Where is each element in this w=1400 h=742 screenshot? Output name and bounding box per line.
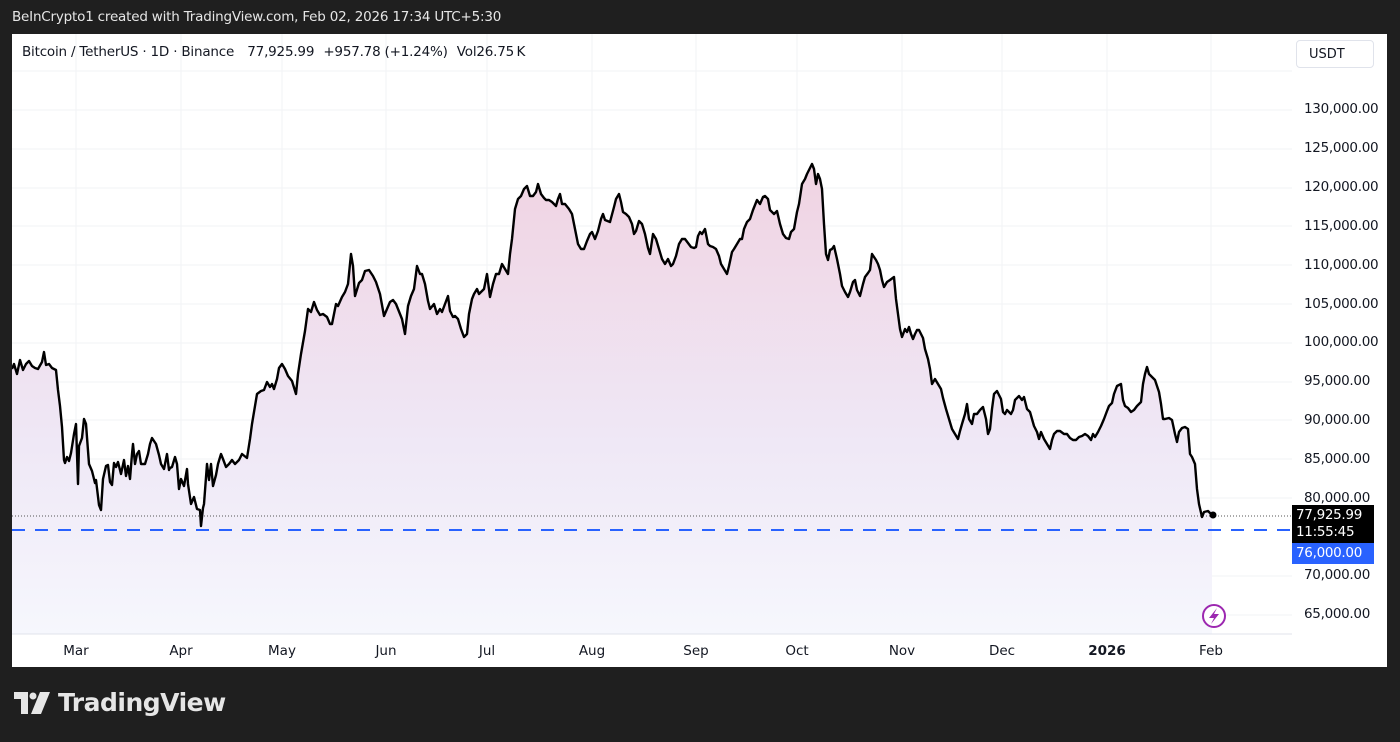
symbol-legend[interactable]: Bitcoin / TetherUS · 1D · Binance 77,925… [22,44,530,60]
chart-credit: BeInCrypto1 created with TradingView.com… [12,9,502,25]
symbol-name: Bitcoin / TetherUS · 1D · Binance [22,44,235,60]
price-line [12,162,1213,528]
last-price-dot [1209,511,1217,519]
brand-name: TradingView [58,688,226,717]
x-tick: Nov [888,643,916,659]
x-tick: Oct [785,643,809,659]
y-tick: 120,000.00 [1304,179,1379,195]
y-tick: 130,000.00 [1304,101,1379,117]
volume-value: Vol26.75 K [456,44,526,60]
bar-countdown: 11:55:45 [1296,524,1355,540]
x-tick: Apr [169,643,193,659]
price-chart[interactable] [12,34,1387,667]
y-tick: 95,000.00 [1304,373,1371,389]
y-tick: 100,000.00 [1304,334,1379,350]
x-tick: Jun [375,643,397,659]
x-tick: Sep [683,643,709,659]
x-tick: Aug [578,643,606,659]
last-value: 77,925.99 [247,44,315,60]
tradingview-logo[interactable]: TradingView [14,688,226,717]
y-tick: 125,000.00 [1304,140,1379,156]
y-tick: 80,000.00 [1304,490,1371,506]
x-tick: May [268,643,296,659]
flash-icon[interactable] [1202,604,1226,628]
chart-panel[interactable]: Bitcoin / TetherUS · 1D · Binance 77,925… [12,34,1387,667]
y-tick: 90,000.00 [1304,412,1371,428]
y-tick: 65,000.00 [1304,606,1371,622]
last-price-value: 77,925.99 [1296,507,1363,523]
x-tick-year: 2026 [1088,643,1126,659]
y-tick: 115,000.00 [1304,218,1379,234]
currency-button[interactable]: USDT [1296,40,1374,68]
x-tick: Jul [478,643,496,659]
x-tick: Dec [988,643,1016,659]
y-tick: 105,000.00 [1304,296,1379,312]
price-change: +957.78 (+1.24%) [323,44,448,60]
last-price-label: 77,925.99 11:55:45 [1292,505,1374,543]
y-tick: 110,000.00 [1304,257,1379,273]
alert-price-label[interactable]: 76,000.00 [1292,543,1374,564]
x-tick: Feb [1199,643,1223,659]
y-tick: 85,000.00 [1304,451,1371,467]
y-tick: 70,000.00 [1304,567,1371,583]
tradingview-logo-icon [14,691,50,714]
x-tick: Mar [63,643,89,659]
area-fill [12,164,1212,634]
